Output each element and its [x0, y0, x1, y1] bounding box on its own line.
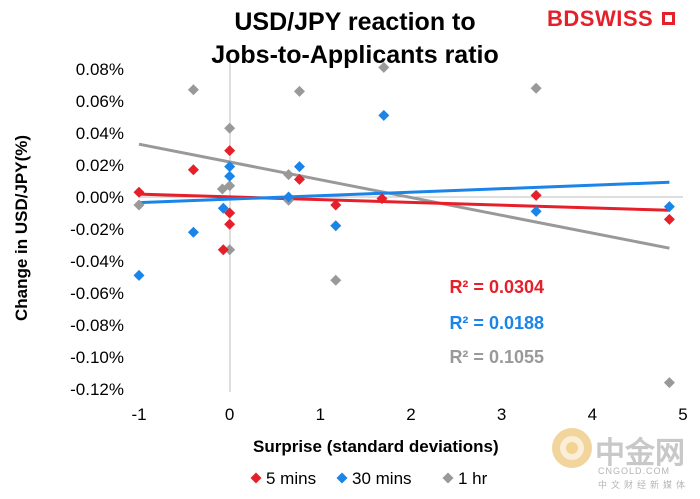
- data-point-5-mins: [224, 207, 236, 219]
- legend-marker-30-mins: [336, 472, 348, 484]
- x-tick-label: 0: [225, 405, 234, 424]
- data-point-5-mins: [217, 244, 229, 256]
- chart-title-line1: USD/JPY reaction to: [234, 8, 476, 36]
- brand-logo-part1: BD: [547, 6, 580, 31]
- y-tick-label: -0.10%: [70, 348, 124, 367]
- data-point-5-mins: [376, 193, 388, 205]
- data-point-5-mins: [133, 186, 145, 198]
- r-squared-label-5-mins: R² = 0.0304: [449, 277, 544, 297]
- trendline-30-mins: [138, 180, 670, 205]
- watermark-text: 中金网: [595, 436, 685, 471]
- y-axis-label: Change in USD/JPY(%): [12, 135, 31, 321]
- y-tick-label: -0.08%: [70, 316, 124, 335]
- y-tick-label: 0.00%: [76, 188, 124, 207]
- trendline-5-mins: [138, 192, 670, 212]
- data-point-1-hr: [224, 180, 236, 192]
- legend-label-1-hr: 1 hr: [458, 469, 488, 488]
- brand-logo: BDSWISS: [547, 6, 675, 32]
- data-point-30-mins: [378, 109, 390, 121]
- y-tick-label: -0.12%: [70, 380, 124, 399]
- x-tick-label: 3: [497, 405, 506, 424]
- data-point-30-mins: [663, 201, 675, 213]
- x-tick-label: 1: [316, 405, 325, 424]
- x-axis-label: Surprise (standard deviations): [253, 437, 499, 456]
- data-point-1-hr: [293, 85, 305, 97]
- data-point-1-hr: [283, 169, 295, 181]
- y-tick-label: 0.04%: [76, 124, 124, 143]
- x-tick-label: 2: [406, 405, 415, 424]
- data-point-1-hr: [663, 377, 675, 389]
- data-point-1-hr: [330, 274, 342, 286]
- data-point-5-mins: [530, 189, 542, 201]
- y-tick-label: 0.08%: [76, 60, 124, 79]
- data-point-5-mins: [224, 218, 236, 230]
- data-point-30-mins: [133, 269, 145, 281]
- data-point-1-hr: [224, 244, 236, 256]
- y-tick-label: 0.06%: [76, 92, 124, 111]
- y-tick-label: -0.02%: [70, 220, 124, 239]
- r-squared-label-1-hr: R² = 0.1055: [449, 347, 544, 367]
- data-point-5-mins: [293, 173, 305, 185]
- data-point-5-mins: [663, 213, 675, 225]
- y-tick-label: -0.06%: [70, 284, 124, 303]
- watermark-coin-icon: [552, 428, 592, 468]
- data-point-1-hr: [530, 82, 542, 94]
- legend-label-5-mins: 5 mins: [266, 469, 316, 488]
- y-tick-label: -0.04%: [70, 252, 124, 271]
- data-point-1-hr: [187, 84, 199, 96]
- data-point-5-mins: [330, 199, 342, 211]
- data-point-1-hr: [224, 122, 236, 134]
- data-point-30-mins: [283, 191, 295, 203]
- trendline-1-hr: [138, 142, 670, 250]
- x-tick-label: 4: [588, 405, 597, 424]
- r-squared-label-30-mins: R² = 0.0188: [449, 313, 544, 333]
- data-point-30-mins: [530, 205, 542, 217]
- watermark: 中金网 CNGOLD.COM 中文财经新媒体: [548, 426, 698, 496]
- y-tick-label: 0.02%: [76, 156, 124, 175]
- data-point-5-mins: [224, 145, 236, 157]
- chart-title-line2: Jobs-to-Applicants ratio: [211, 41, 499, 69]
- data-point-30-mins: [293, 161, 305, 173]
- data-point-30-mins: [330, 220, 342, 232]
- data-point-30-mins: [187, 226, 199, 238]
- legend-marker-1-hr: [442, 472, 454, 484]
- data-point-1-hr: [378, 61, 390, 73]
- data-point-1-hr: [133, 199, 145, 211]
- brand-logo-part2: SWISS: [579, 6, 654, 31]
- data-point-30-mins: [224, 170, 236, 182]
- legend-marker-5-mins: [250, 472, 262, 484]
- x-tick-label: 5: [678, 405, 687, 424]
- data-point-30-mins: [224, 161, 236, 173]
- watermark-domain: CNGOLD.COM: [598, 466, 671, 476]
- brand-mark-icon: [661, 12, 675, 25]
- data-point-30-mins: [217, 202, 229, 214]
- data-point-5-mins: [187, 164, 199, 176]
- x-tick-label: -1: [131, 405, 146, 424]
- watermark-tagline: 中文财经新媒体: [598, 481, 690, 491]
- legend-label-30-mins: 30 mins: [352, 469, 412, 488]
